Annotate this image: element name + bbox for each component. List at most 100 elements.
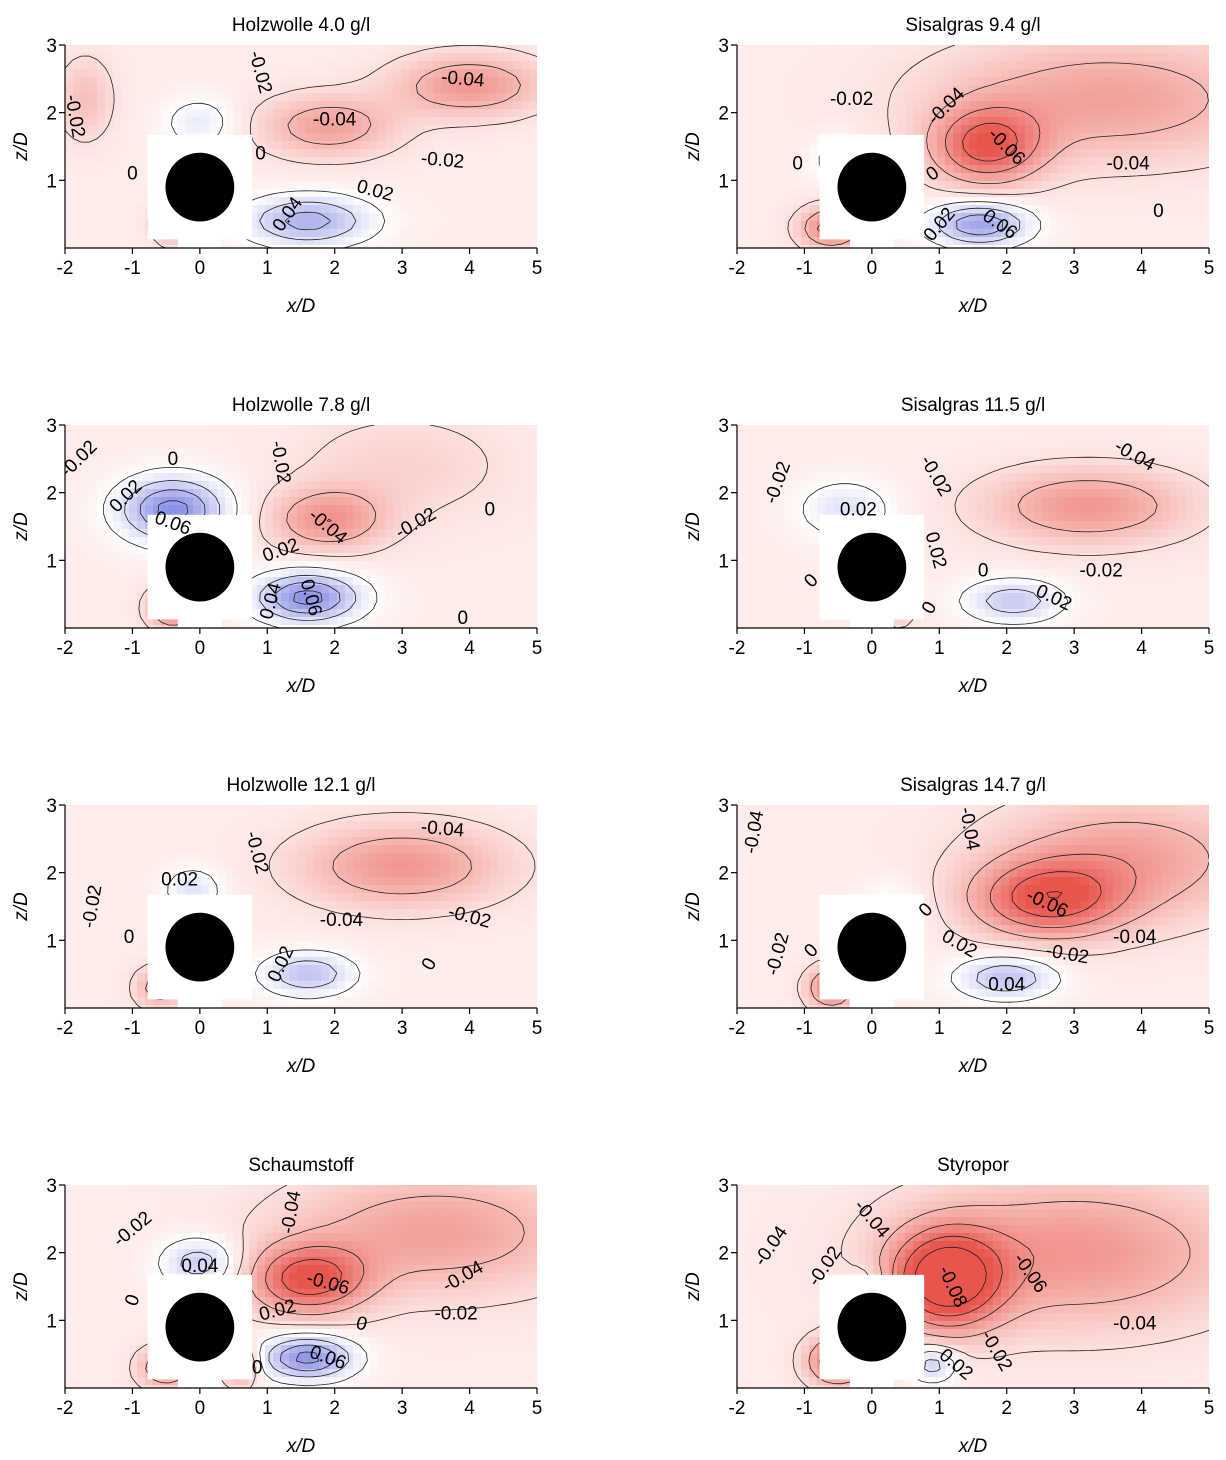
field-cell: [777, 157, 786, 166]
field-cell: [89, 625, 98, 634]
field-cell: [89, 465, 98, 474]
field-cell: [961, 425, 970, 434]
field-cell: [193, 61, 202, 70]
field-cell: [417, 481, 426, 490]
field-cell: [337, 457, 346, 466]
field-cell: [809, 141, 818, 150]
field-cell: [385, 537, 394, 546]
field-cell: [121, 53, 130, 62]
field-cell: [449, 433, 458, 442]
field-cell: [209, 425, 218, 434]
field-cell: [905, 61, 914, 70]
field-cell: [449, 141, 458, 150]
field-cell: [401, 505, 410, 514]
field-cell: [329, 465, 338, 474]
field-cell: [833, 117, 842, 126]
field-cell: [1097, 149, 1106, 158]
field-cell: [1065, 205, 1074, 214]
field-cell: [945, 237, 954, 246]
field-cell: [409, 189, 418, 198]
field-cell: [945, 181, 954, 190]
field-cell: [113, 433, 122, 442]
field-cell: [1081, 229, 1090, 238]
field-cell: [737, 85, 746, 94]
field-cell: [185, 473, 194, 482]
field-cell: [977, 149, 986, 158]
field-cell: [761, 149, 770, 158]
field-cell: [809, 181, 818, 190]
field-cell: [65, 45, 74, 54]
field-cell: [1121, 189, 1130, 198]
field-cell: [1193, 425, 1202, 434]
field-cell: [465, 481, 474, 490]
field-cell: [329, 165, 338, 174]
field-cell: [105, 125, 114, 134]
field-cell: [361, 441, 370, 450]
field-cell: [889, 53, 898, 62]
field-cell: [81, 593, 90, 602]
field-cell: [777, 173, 786, 182]
field-cell: [281, 521, 290, 530]
field-cell: [409, 601, 418, 610]
field-cell: [1025, 77, 1034, 86]
field-cell: [297, 489, 306, 498]
field-cell: [385, 221, 394, 230]
field-cell: [329, 53, 338, 62]
field-cell: [65, 149, 74, 158]
field-cell: [121, 433, 130, 442]
field-cell: [345, 433, 354, 442]
field-cell: [297, 45, 306, 54]
field-cell: [897, 101, 906, 110]
cylinder-support: [178, 238, 222, 248]
field-cell: [969, 425, 978, 434]
field-cell: [337, 593, 346, 602]
field-cell: [833, 245, 842, 254]
field-cell: [1049, 205, 1058, 214]
field-cell: [97, 609, 106, 618]
field-cell: [289, 45, 298, 54]
field-cell: [233, 125, 242, 134]
field-cell: [441, 545, 450, 554]
field-cell: [121, 77, 130, 86]
field-cell: [225, 441, 234, 450]
field-cell: [873, 441, 882, 450]
field-cell: [1097, 425, 1106, 434]
field-cell: [521, 205, 530, 214]
field-cell: [505, 221, 514, 230]
field-cell: [97, 125, 106, 134]
field-cell: [449, 465, 458, 474]
x-tick-label: 1: [262, 258, 273, 279]
field-cell: [361, 93, 370, 102]
field-cell: [1185, 189, 1194, 198]
field-cell: [353, 513, 362, 522]
field-cell: [1129, 189, 1138, 198]
field-cell: [777, 45, 786, 54]
field-cell: [425, 117, 434, 126]
field-cell: [441, 473, 450, 482]
field-cell: [865, 425, 874, 434]
field-cell: [377, 601, 386, 610]
y-tick-label: 1: [718, 171, 729, 192]
field-cell: [761, 45, 770, 54]
field-cell: [953, 125, 962, 134]
field-cell: [753, 61, 762, 70]
field-cell: [409, 61, 418, 70]
field-cell: [457, 441, 466, 450]
field-cell: [97, 101, 106, 110]
field-cell: [449, 537, 458, 546]
field-cell: [81, 425, 90, 434]
field-cell: [489, 545, 498, 554]
field-cell: [977, 237, 986, 246]
field-cell: [809, 157, 818, 166]
field-cell: [65, 189, 74, 198]
field-cell: [481, 93, 490, 102]
field-cell: [441, 569, 450, 578]
field-cell: [497, 609, 506, 618]
field-cell: [449, 109, 458, 118]
field-cell: [505, 141, 514, 150]
field-cell: [241, 505, 250, 514]
field-cell: [273, 197, 282, 206]
field-cell: [409, 497, 418, 506]
field-cell: [833, 433, 842, 442]
field-cell: [457, 45, 466, 54]
